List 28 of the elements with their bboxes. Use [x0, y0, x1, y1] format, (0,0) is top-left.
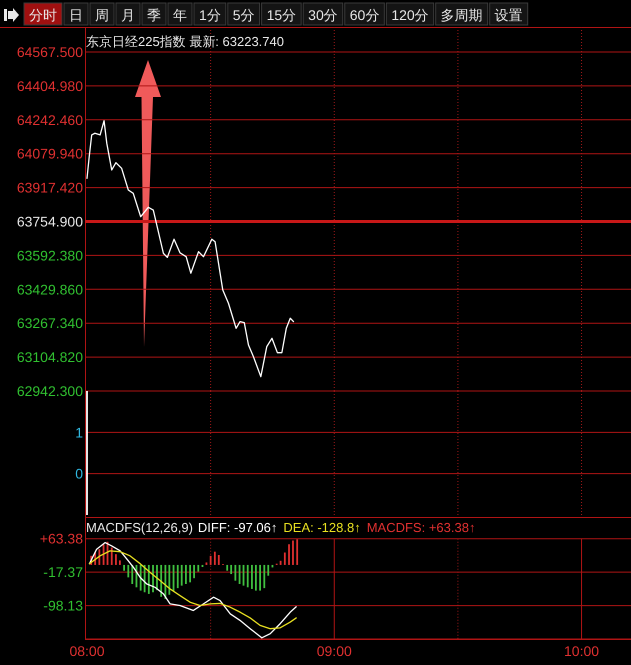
line-series: [88, 550, 297, 630]
y-tick-label: -17.37: [43, 564, 84, 580]
chart-title: 东京日经225指数 最新: 63223.740: [86, 34, 284, 49]
x-tick-label: 10:00: [564, 643, 600, 659]
y-tick-label: 63754.900: [16, 214, 84, 230]
y-tick-label: 64242.460: [16, 112, 84, 128]
line-series: [88, 542, 297, 638]
line-series: [86, 120, 294, 378]
y-tick-label: 63267.340: [16, 315, 84, 332]
y-tick-label: 63917.420: [16, 180, 84, 196]
y-tick-label: 62942.300: [16, 383, 84, 399]
y-tick-label: 64404.980: [16, 78, 84, 94]
y-tick-label: +63.38: [40, 530, 84, 547]
x-tick-label: 08:00: [69, 643, 105, 659]
y-tick-label: 63429.860: [16, 281, 84, 298]
text: DIFF: -97.06↑: [198, 520, 278, 535]
text: DEA: -128.8↑: [283, 520, 361, 535]
x-tick-label: 09:00: [316, 643, 352, 659]
y-tick-label: 0: [75, 466, 84, 482]
y-tick-label: 64079.940: [16, 146, 84, 162]
y-tick-label: 63104.820: [16, 349, 84, 366]
y-tick-label: -98.13: [43, 598, 84, 614]
y-tick-label: 64567.500: [16, 44, 84, 60]
toolbar: 分时 日 周 月 季 年 1分 5分 15分 30分 60分 120分 多周期 设置: [4, 2, 528, 26]
text: MACDFS: +63.38↑: [366, 520, 476, 535]
chart-title: MACDFS(12,26,9): [86, 520, 193, 535]
y-tick-label: 63592.380: [16, 247, 84, 264]
y-tick-label: 1: [75, 424, 84, 440]
